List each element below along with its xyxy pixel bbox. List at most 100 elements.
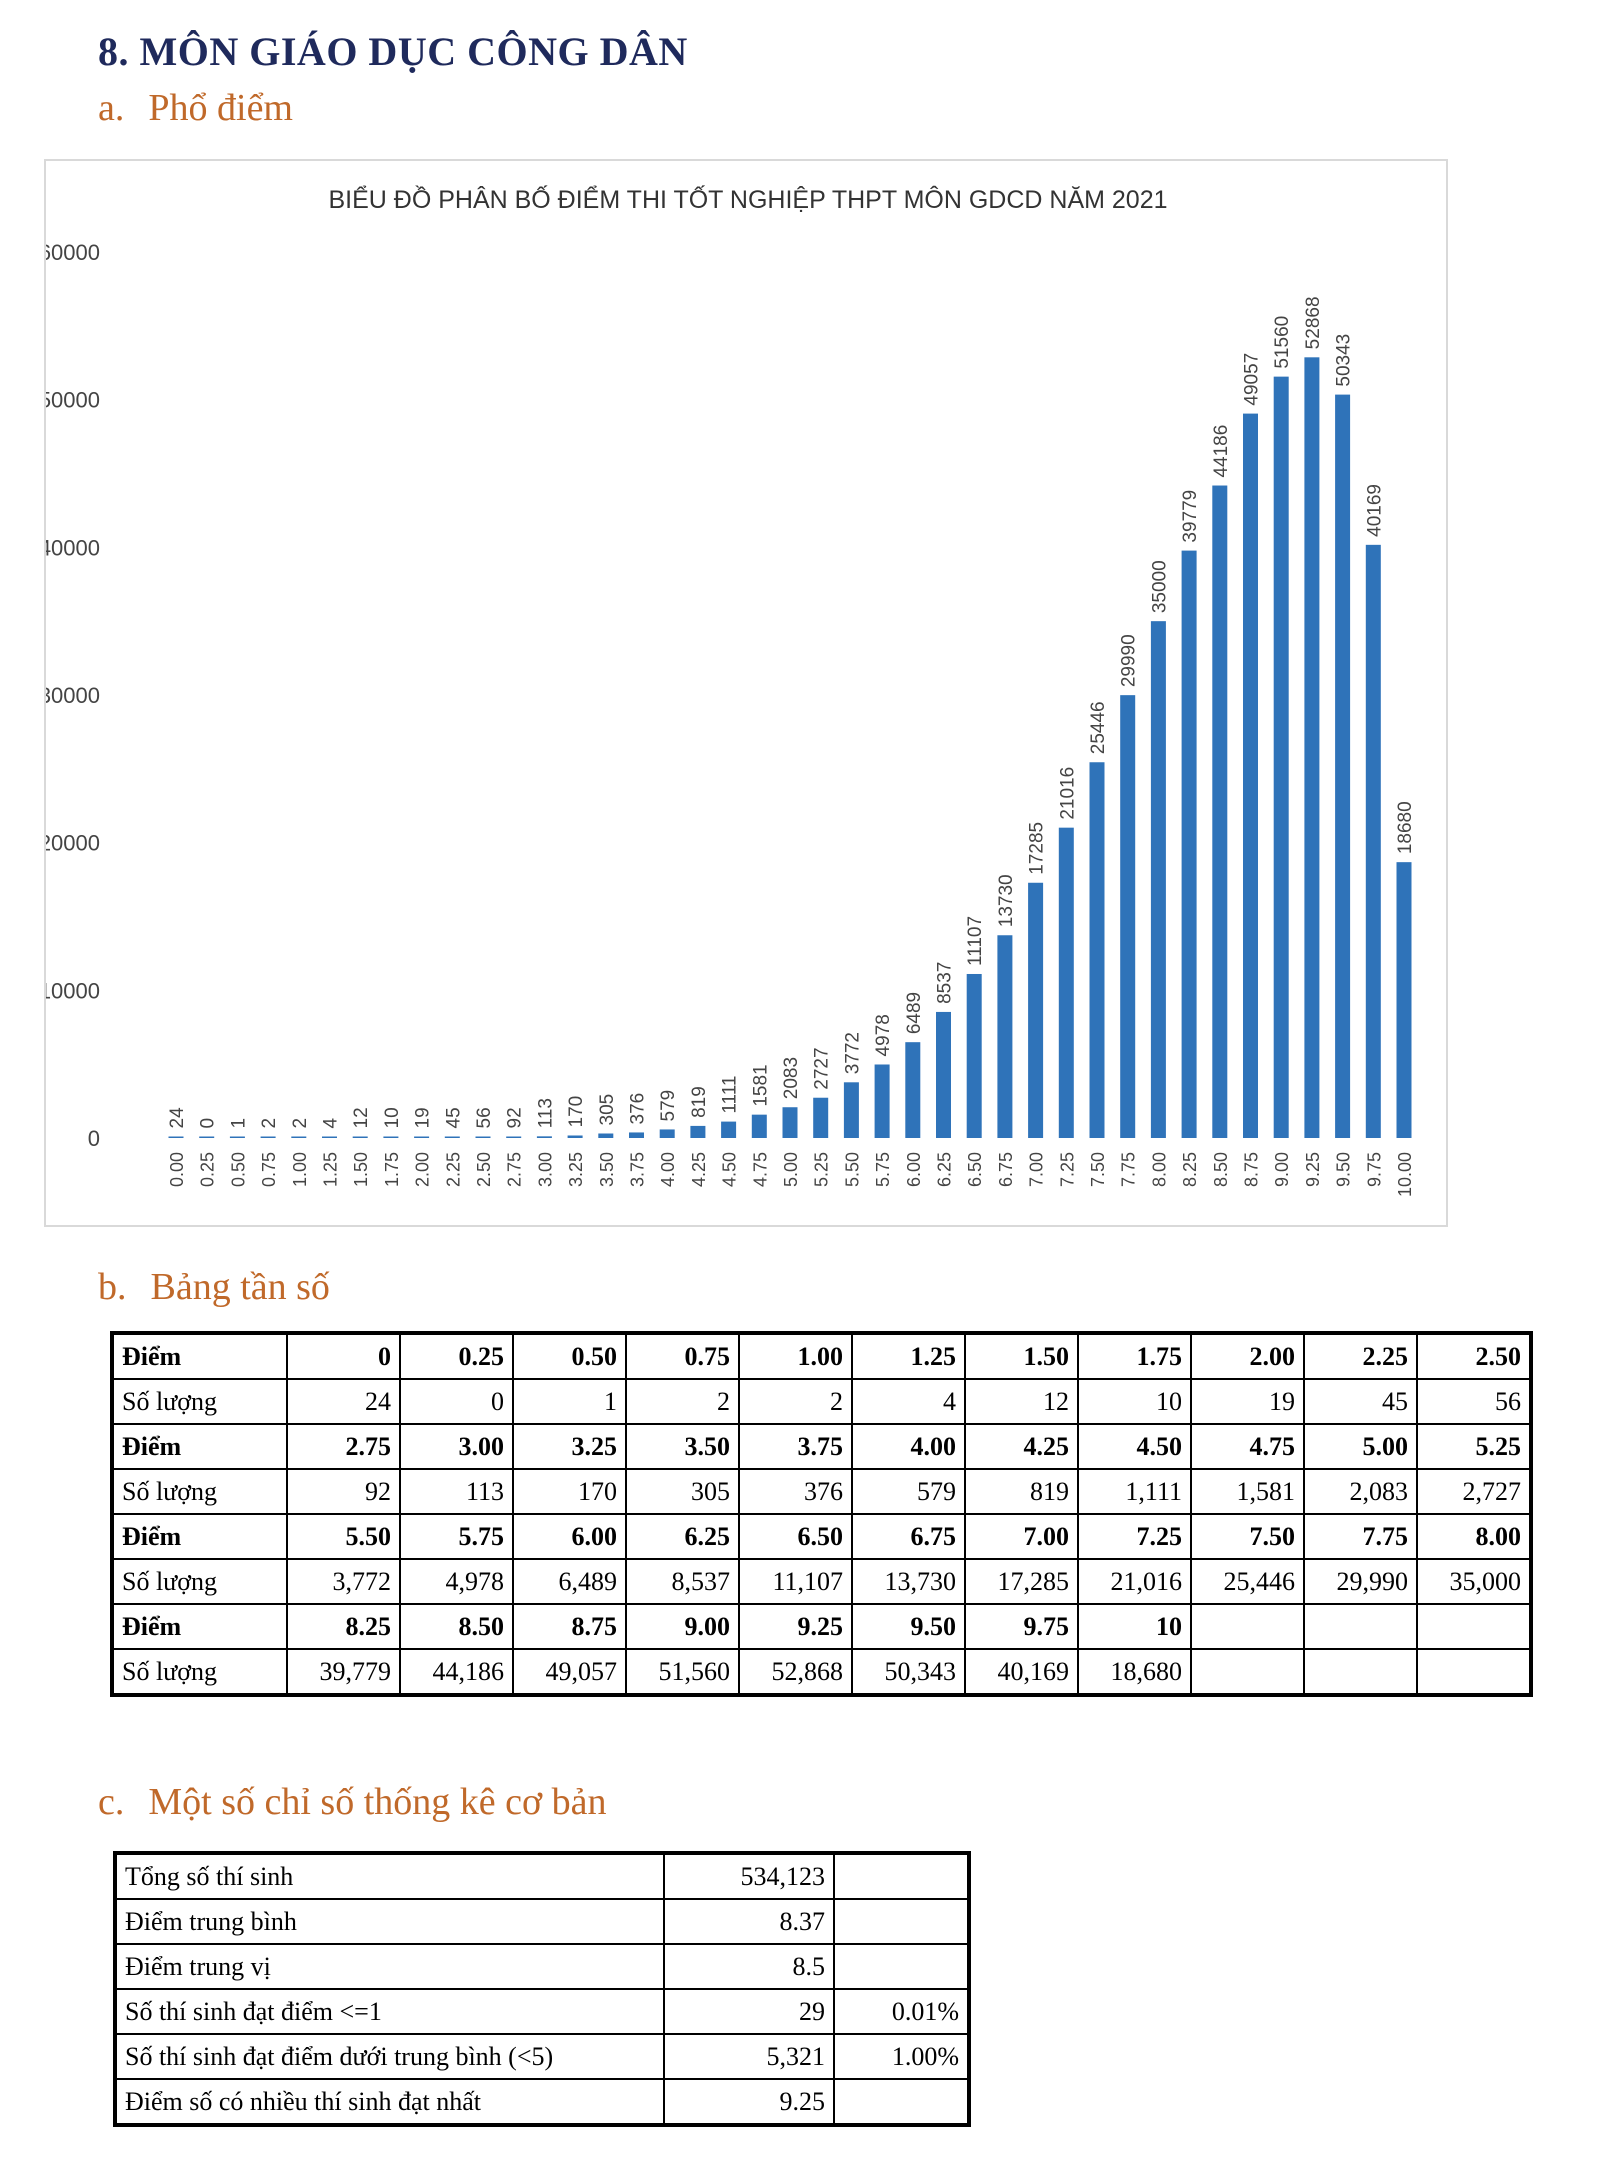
data-label: 0 [198, 1118, 219, 1129]
stat-label: Số thí sinh đạt điểm <=1 [114, 1988, 665, 2035]
section-b-title: Bảng tần số [150, 1266, 330, 1308]
data-label: 8537 [935, 962, 956, 1004]
x-tick-label: 7.25 [1057, 1152, 1077, 1187]
data-label: 3772 [842, 1032, 863, 1074]
table-cell: 0.75 [625, 1332, 740, 1380]
table-cell: 2 [738, 1378, 853, 1425]
stats-row: Điểm số có nhiều thí sinh đạt nhất 9.25 [114, 2078, 970, 2126]
table-cell: 44,186 [399, 1648, 514, 1696]
y-tick-label: 30000 [46, 683, 100, 708]
data-label: 11107 [965, 916, 986, 966]
table-cell: 52,868 [738, 1648, 853, 1696]
y-tick-label: 20000 [46, 831, 100, 856]
bar [874, 1064, 890, 1138]
table-cell: 3.50 [625, 1423, 740, 1470]
bar [444, 1136, 460, 1138]
table-cell: 1.25 [851, 1332, 966, 1380]
stat-value: 534,123 [663, 1852, 835, 1900]
table-cell: 9.50 [851, 1603, 966, 1650]
data-label: 17285 [1027, 822, 1048, 875]
table-cell: 3.25 [512, 1423, 627, 1470]
bar [1365, 544, 1381, 1138]
data-label: 40169 [1364, 484, 1385, 537]
x-tick-label: 8.75 [1242, 1152, 1262, 1187]
stat-percent [833, 1898, 970, 1945]
table-cell: 170 [512, 1468, 627, 1515]
bar [966, 973, 982, 1138]
bar [1150, 621, 1166, 1138]
table-cell: 6.00 [512, 1513, 627, 1560]
bar [475, 1136, 491, 1138]
x-tick-label: 4.75 [750, 1152, 770, 1187]
bar [1304, 357, 1320, 1138]
data-label: 1 [228, 1118, 249, 1129]
data-label: 170 [566, 1096, 587, 1128]
table-cell: 92 [286, 1468, 401, 1515]
x-tick-label: 4.25 [689, 1152, 709, 1187]
table-cell: 305 [625, 1468, 740, 1515]
bar [260, 1136, 276, 1138]
chart-title: BIỂU ĐỒ PHÂN BỐ ĐIỂM THI TỐT NGHIỆP THPT… [328, 184, 1167, 214]
bar [721, 1121, 737, 1138]
x-tick-label: 2.50 [474, 1152, 494, 1187]
row-label: Số lượng [111, 1648, 288, 1696]
x-tick-label: 10.00 [1395, 1152, 1415, 1197]
data-label: 376 [628, 1093, 649, 1125]
table-cell: 1.75 [1077, 1332, 1192, 1380]
data-label: 6489 [904, 992, 925, 1034]
table-cell: 1,581 [1190, 1468, 1305, 1515]
data-label: 50343 [1334, 334, 1355, 387]
table-cell: 8.25 [286, 1603, 401, 1650]
x-tick-label: 9.75 [1364, 1152, 1384, 1187]
bar [536, 1136, 552, 1138]
table-cell [1303, 1603, 1418, 1650]
data-label: 92 [505, 1107, 526, 1128]
table-cell: 3.00 [399, 1423, 514, 1470]
x-tick-label: 5.25 [812, 1152, 832, 1187]
row-label: Điểm [111, 1423, 288, 1470]
bar [1028, 882, 1044, 1138]
table-cell: 4.00 [851, 1423, 966, 1470]
section-c-label: c. [98, 1781, 125, 1823]
stat-value: 29 [663, 1988, 835, 2035]
data-label: 579 [658, 1090, 679, 1122]
table-cell: 0 [399, 1378, 514, 1425]
table-cell [1303, 1648, 1418, 1696]
stat-value: 9.25 [663, 2078, 835, 2126]
x-tick-label: 1.50 [351, 1152, 371, 1187]
table-cell: 5.50 [286, 1513, 401, 1560]
data-label: 19 [413, 1107, 434, 1128]
data-label: 35000 [1149, 560, 1170, 613]
table-cell: 0.50 [512, 1332, 627, 1380]
table-cell: 29,990 [1303, 1558, 1418, 1605]
y-tick-label: 40000 [46, 535, 100, 560]
x-tick-label: 9.00 [1272, 1152, 1292, 1187]
data-label: 1111 [720, 1076, 741, 1114]
x-tick-label: 8.25 [1180, 1152, 1200, 1187]
bar [1273, 376, 1289, 1138]
table-cell: 6.75 [851, 1513, 966, 1560]
data-label: 12 [351, 1107, 372, 1128]
x-tick-label: 7.00 [1027, 1152, 1047, 1187]
data-label: 13730 [996, 874, 1017, 927]
table-cell: 40,169 [964, 1648, 1079, 1696]
table-cell: 12 [964, 1378, 1079, 1425]
table-cell: 2.50 [1416, 1332, 1532, 1380]
x-tick-label: 3.25 [566, 1152, 586, 1187]
x-tick-label: 0.25 [198, 1152, 218, 1187]
x-tick-label: 5.75 [873, 1152, 893, 1187]
row-label: Điểm [111, 1332, 288, 1380]
stat-label: Điểm trung bình [114, 1898, 665, 1945]
y-tick-label: 60000 [46, 240, 100, 265]
bar [414, 1136, 430, 1138]
x-tick-label: 2.25 [443, 1152, 463, 1187]
data-label: 4978 [873, 1014, 894, 1056]
bar [598, 1133, 614, 1138]
x-tick-label: 5.50 [842, 1152, 862, 1187]
table-cell: 0.25 [399, 1332, 514, 1380]
stat-label: Điểm số có nhiều thí sinh đạt nhất [114, 2078, 665, 2126]
chart-svg: BIỂU ĐỒ PHÂN BỐ ĐIỂM THI TỐT NGHIỆP THPT… [46, 184, 1416, 1197]
x-tick-label: 6.50 [965, 1152, 985, 1187]
bar [229, 1136, 245, 1138]
